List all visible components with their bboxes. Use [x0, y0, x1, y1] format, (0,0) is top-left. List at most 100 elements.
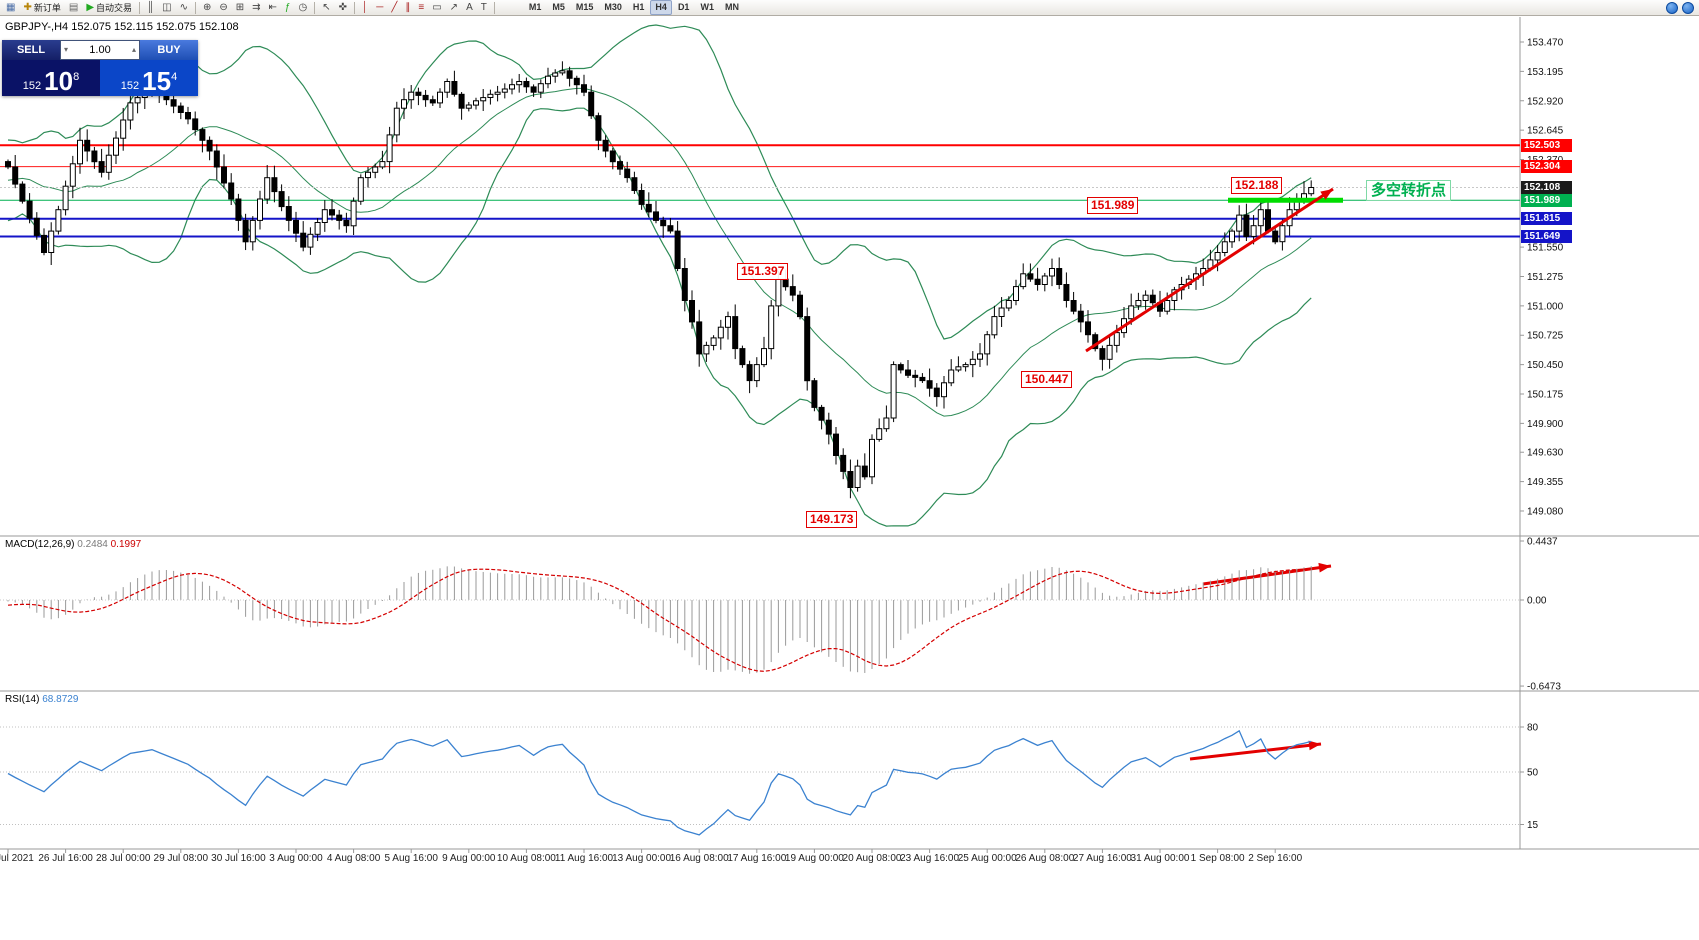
fibonacci-icon-icon: ≡	[418, 1, 425, 13]
vertical-line-icon[interactable]: │	[358, 0, 372, 16]
volume-value: 1.00	[89, 44, 111, 56]
tile-windows-icon-icon: ⊞	[235, 1, 245, 13]
macd-signal-value: 0.1997	[110, 539, 142, 550]
vertical-line-icon-icon: │	[362, 1, 369, 13]
timeframe-m1-button[interactable]: M1	[528, 2, 542, 12]
timeframe-mn-button[interactable]: MN	[724, 2, 739, 12]
toolbar-separator	[493, 1, 495, 14]
svg-text:29 Jul 08:00: 29 Jul 08:00	[154, 853, 209, 864]
svg-text:5 Aug 16:00: 5 Aug 16:00	[385, 853, 439, 864]
expert-advisors-button[interactable]: ▶ 自动交易	[82, 0, 136, 16]
svg-text:153.195: 153.195	[1527, 67, 1564, 78]
svg-text:151.550: 151.550	[1527, 243, 1564, 254]
channel-icon-icon: ∥	[405, 1, 411, 13]
svg-text:150.450: 150.450	[1527, 360, 1564, 371]
timeframe-h4-button[interactable]: H4	[650, 0, 672, 15]
tile-windows-icon[interactable]: ⊞	[232, 0, 248, 16]
text-label-icon-icon: T	[480, 1, 487, 13]
periods-icon-icon: ◷	[298, 1, 308, 13]
svg-text:20 Aug 08:00: 20 Aug 08:00	[843, 853, 902, 864]
toolbar-right-icons	[1666, 2, 1694, 14]
svg-text:149.900: 149.900	[1527, 419, 1564, 430]
timeframe-d1-button[interactable]: D1	[677, 2, 690, 12]
horizontal-line-icon[interactable]: ─	[372, 0, 387, 16]
fibonacci-icon[interactable]: ≡	[414, 0, 428, 16]
svg-text:26 Jul 16:00: 26 Jul 16:00	[38, 853, 93, 864]
svg-text:23 Aug 16:00: 23 Aug 16:00	[900, 853, 959, 864]
new-order-button-label: 新订单	[33, 3, 61, 13]
zoom-in-icon[interactable]: ⊕	[199, 0, 215, 16]
arrows-icon[interactable]: ↗	[446, 0, 462, 16]
svg-text:16 Aug 08:00: 16 Aug 08:00	[670, 853, 729, 864]
svg-text:-0.6473: -0.6473	[1527, 682, 1561, 693]
svg-text:152.645: 152.645	[1527, 126, 1564, 137]
sell-price[interactable]: 152 10 8	[2, 60, 100, 96]
sell-price-prefix: 152	[22, 80, 42, 92]
svg-text:3 Aug 00:00: 3 Aug 00:00	[269, 853, 323, 864]
svg-text:0.00: 0.00	[1527, 596, 1547, 607]
cursor-icon[interactable]: ↖	[318, 0, 334, 16]
volume-decrease-icon[interactable]: ▾	[64, 45, 69, 54]
svg-text:26 Aug 08:00: 26 Aug 08:00	[1015, 853, 1074, 864]
chart-window-icon[interactable]: ▦	[2, 0, 19, 16]
expert-advisors-icon: ▶	[86, 1, 95, 13]
turning-point-note: 多空转折点	[1366, 180, 1452, 201]
rsi-indicator-label: RSI(14) 68.8729	[5, 694, 78, 705]
crosshair-icon[interactable]: ✜	[335, 0, 351, 16]
profiles-icon[interactable]: ▤	[65, 0, 82, 16]
timeframe-h1-button[interactable]: H1	[632, 2, 645, 12]
line-chart-icon[interactable]: ∿	[176, 0, 192, 16]
toolbar-separator	[354, 1, 355, 14]
bars-chart-icon-icon: ║	[147, 1, 155, 13]
periods-icon[interactable]: ◷	[294, 0, 311, 16]
buy-price[interactable]: 152 15 4	[100, 60, 198, 96]
chart-symbol-ohlc-label: GBPJPY-,H4 152.075 152.115 152.075 152.1…	[5, 21, 239, 33]
auto-scroll-icon-icon: ⇉	[252, 1, 261, 13]
trendline-icon[interactable]: ╱	[387, 0, 401, 16]
cursor-icon-icon: ↖	[322, 1, 331, 13]
new-order-button[interactable]: ✚ 新订单	[19, 0, 64, 16]
text-icon[interactable]: A	[462, 0, 477, 16]
svg-text:149.355: 149.355	[1527, 477, 1564, 488]
main-toolbar: ▦ ✚ 新订单 ▤ ▶ 自动交易 ║ ◫ ∿ ⊕ ⊖ ⊞ ⇉ ⇤ ƒ ◷ ↖ ✜ │ ─ ╱ ∥ ≡ ▭ ↗ A T M1 M5 M15 M…	[0, 0, 1699, 16]
channel-icon[interactable]: ∥	[401, 0, 414, 16]
svg-text:30 Jul 16:00: 30 Jul 16:00	[211, 853, 266, 864]
zoom-out-icon-icon: ⊖	[219, 1, 228, 13]
candlestick-chart-icon-icon: ◫	[162, 1, 172, 13]
community-news-icon[interactable]	[1682, 2, 1694, 14]
bars-chart-icon[interactable]: ║	[143, 0, 158, 16]
sell-button[interactable]: SELL	[2, 40, 60, 60]
timeframe-m15-button[interactable]: M15	[575, 2, 594, 12]
indicators-add-icon[interactable]: ƒ	[281, 0, 295, 16]
svg-text:149.630: 149.630	[1527, 448, 1564, 459]
svg-text:31 Aug 00:00: 31 Aug 00:00	[1131, 853, 1190, 864]
toolbar-separator	[194, 1, 196, 14]
buy-price-prefix: 152	[120, 80, 140, 92]
svg-text:23 Jul 2021: 23 Jul 2021	[0, 853, 34, 864]
zoom-out-icon[interactable]: ⊖	[215, 0, 231, 16]
sell-price-sup: 8	[73, 71, 80, 83]
svg-text:4 Aug 08:00: 4 Aug 08:00	[327, 853, 381, 864]
volume-input[interactable]: ▾ 1.00 ▴	[60, 40, 140, 60]
timeframe-m30-button[interactable]: M30	[604, 2, 622, 12]
candlestick-chart-icon[interactable]: ◫	[158, 0, 175, 16]
shapes-icon-icon: ▭	[432, 1, 442, 13]
sell-price-big: 10	[44, 66, 74, 96]
svg-text:11 Aug 16:00: 11 Aug 16:00	[555, 853, 614, 864]
shapes-icon[interactable]: ▭	[428, 0, 445, 16]
buy-button[interactable]: BUY	[140, 40, 198, 60]
toolbar-separator	[139, 1, 141, 14]
auto-scroll-icon[interactable]: ⇉	[248, 0, 264, 16]
timeframe-w1-button[interactable]: W1	[700, 2, 714, 12]
indicators-add-icon-icon: ƒ	[284, 1, 291, 13]
community-user-icon[interactable]	[1666, 2, 1678, 14]
svg-text:15: 15	[1527, 820, 1539, 831]
text-label-icon[interactable]: T	[477, 0, 491, 16]
volume-increase-icon[interactable]: ▴	[131, 45, 136, 54]
chart-shift-icon[interactable]: ⇤	[265, 0, 281, 16]
timeframe-m5-button[interactable]: M5	[552, 2, 565, 12]
macd-main-value: 0.2484	[77, 539, 108, 550]
rsi-name: RSI(14)	[5, 694, 40, 705]
